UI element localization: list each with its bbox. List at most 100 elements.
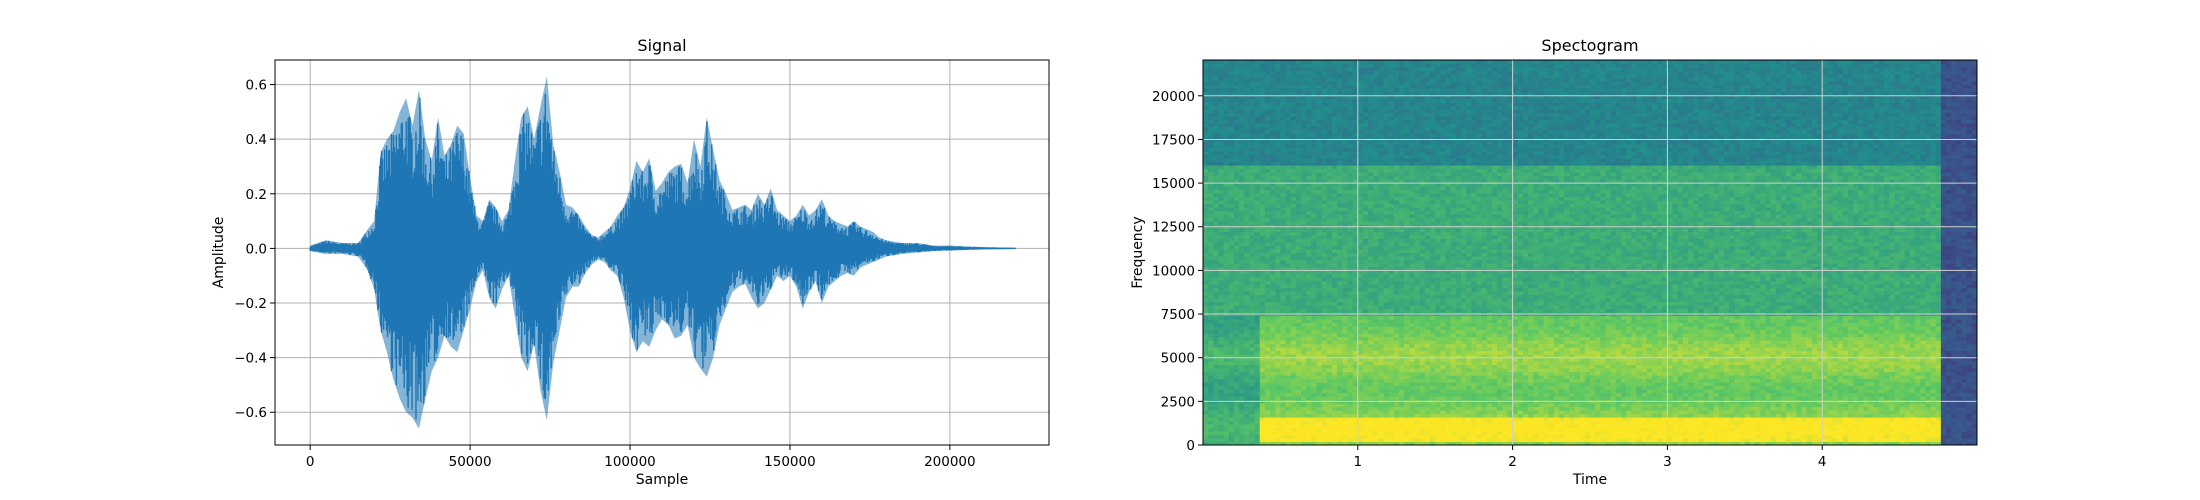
spectrogram-cell [1228, 340, 1235, 345]
spectrogram-cell [1233, 105, 1240, 110]
spectrogram-cell [1249, 228, 1256, 233]
spectrogram-cell [1259, 270, 1266, 275]
spectrogram-cell [1393, 77, 1400, 82]
spectrogram-cell [1419, 105, 1426, 110]
spectrogram-cell [1249, 130, 1256, 135]
spectrogram-cell [1409, 200, 1416, 205]
spectrogram-cell [1419, 175, 1426, 180]
spectrogram-cell [1295, 144, 1302, 149]
spectrogram-cell [1357, 154, 1364, 159]
spectrogram-cell [1342, 126, 1349, 131]
spectrogram-cell [1430, 350, 1436, 355]
spectrogram-cell [1430, 420, 1436, 425]
spectrogram-cell [1203, 186, 1209, 191]
spectrogram-cell [1332, 357, 1338, 362]
spectrogram-cell [1275, 228, 1281, 233]
spectrogram-cell [1368, 119, 1374, 124]
spectrogram-cell [1316, 74, 1323, 79]
spectrogram-cell [1254, 151, 1261, 156]
spectrogram-cell [1342, 63, 1349, 68]
spectrogram-cell [1404, 217, 1410, 222]
spectrogram-cell [1275, 417, 1281, 422]
spectrogram-cell [1357, 217, 1364, 222]
spectrogram-cell [1316, 410, 1323, 415]
spectrogram-cell [1342, 221, 1349, 226]
spectrogram-cell [1270, 441, 1276, 445]
spectrogram-cell [1306, 245, 1312, 250]
signal-x-tick-label: 0 [306, 454, 315, 470]
spectrogram-cell [1295, 396, 1302, 401]
spectrogram-cell [1373, 238, 1380, 243]
spectrogram-cell [1249, 109, 1256, 114]
spectrogram-cell [1332, 298, 1338, 303]
spectrogram-cell [1203, 98, 1209, 103]
spectrogram-cell [1306, 228, 1312, 233]
spectrogram-cell [1270, 280, 1276, 285]
spectrogram-cell [1332, 105, 1338, 110]
spectrogram-cell [1290, 140, 1297, 145]
spectrogram-cell [1270, 298, 1276, 303]
spectrogram-cell [1419, 333, 1426, 338]
spectrogram-cell [1352, 420, 1359, 425]
spectrogram-cell [1203, 441, 1209, 445]
signal-x-tick-label: 150000 [764, 454, 816, 470]
spectrogram-cell [1259, 263, 1266, 268]
spectrogram-cell [1223, 336, 1230, 341]
spectrogram-cell [1388, 315, 1395, 320]
spectrogram-cell [1306, 154, 1312, 159]
spectrogram-cell [1275, 105, 1281, 110]
spectrogram-cell [1373, 301, 1380, 306]
spectrogram-cell [1409, 105, 1416, 110]
spectrogram-cell [1378, 175, 1385, 180]
spectrogram-cell [1239, 105, 1245, 110]
spectrogram-cell [1430, 305, 1436, 310]
spectrogram-cell [1383, 70, 1390, 75]
spectrogram-cell [1378, 350, 1385, 355]
spectrogram-cell [1213, 238, 1220, 243]
spectrogram-cell [1249, 294, 1256, 299]
spectrogram-cell [1270, 207, 1276, 212]
spectrogram-cell [1239, 186, 1245, 191]
spectrogram-cell [1270, 375, 1276, 380]
spectrogram-cell [1326, 98, 1333, 103]
spectrogram-cell [1357, 326, 1364, 331]
spectrogram-cell [1383, 168, 1390, 173]
spectrogram-cell [1332, 406, 1338, 411]
spectrogram-cell [1342, 84, 1349, 89]
spectrogram-cell [1244, 368, 1251, 373]
spectrogram-cell [1424, 301, 1431, 306]
spectrogram-cell [1259, 326, 1266, 331]
spectrogram-cell [1399, 249, 1405, 254]
spectrogram-cell [1295, 154, 1302, 159]
spectrogram-cell [1208, 144, 1214, 149]
spectrogram-cell [1399, 70, 1405, 75]
spectrogram-cell [1249, 329, 1256, 334]
spectrogram-cell [1399, 84, 1405, 89]
spectrogram-cell [1275, 336, 1281, 341]
spectrogram-cell [1332, 291, 1338, 296]
spectrogram-cell [1264, 273, 1271, 278]
spectrogram-cell [1321, 242, 1328, 247]
spectrogram-cell [1239, 112, 1245, 117]
spectrogram-cell [1337, 168, 1343, 173]
spectrogram-cell [1399, 294, 1405, 299]
spectrogram-cell [1290, 413, 1297, 418]
spectrogram-cell [1290, 242, 1297, 247]
spectrogram-cell [1430, 109, 1436, 114]
spectrogram-cell [1424, 361, 1431, 366]
spectrogram-cell [1259, 147, 1266, 152]
spectrogram-cell [1213, 252, 1220, 257]
spectrogram-cell [1316, 298, 1323, 303]
spectrogram-cell [1270, 417, 1276, 422]
spectrogram-cell [1270, 112, 1276, 117]
spectrogram-cell [1244, 298, 1251, 303]
spectrogram-cell [1203, 270, 1209, 275]
spectrogram-cell [1357, 189, 1364, 194]
spectrogram-cell [1342, 231, 1349, 236]
spectrogram-cell [1218, 329, 1225, 334]
spectrogram-cell [1295, 161, 1302, 166]
spectrogram-cell [1404, 98, 1410, 103]
spectrogram-cell [1301, 280, 1307, 285]
spectrogram-cell [1218, 291, 1225, 296]
spectrogram-cell [1368, 441, 1374, 445]
